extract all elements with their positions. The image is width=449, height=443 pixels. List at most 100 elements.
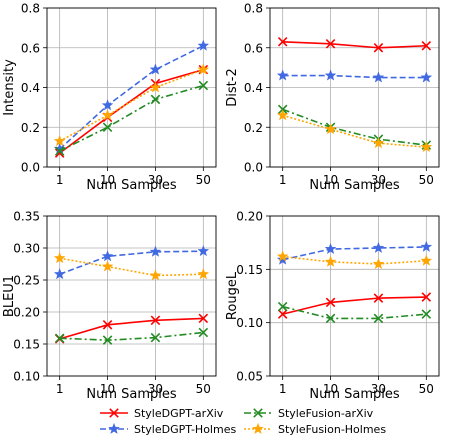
subplot-rougel: 0.05 0.10 0.15 0.20 1 10 30 50 Num Samples RougeL bbox=[225, 210, 440, 402]
legend-label: StyleDGPT-arXiv bbox=[134, 407, 224, 420]
data-point bbox=[149, 269, 162, 281]
x-tick-label: 30 bbox=[371, 382, 386, 396]
data-point bbox=[197, 268, 210, 280]
series-line bbox=[59, 317, 204, 340]
y-tick-label: 0.25 bbox=[13, 274, 40, 288]
data-point bbox=[324, 69, 337, 81]
data-point bbox=[276, 250, 289, 262]
y-tick-label: 0.20 bbox=[236, 210, 263, 224]
y-axis-label: RougeL bbox=[225, 271, 240, 320]
x-tick-label: 10 bbox=[323, 173, 338, 187]
data-point bbox=[54, 333, 65, 344]
x-tick-label: 10 bbox=[323, 382, 338, 396]
data-point bbox=[276, 69, 289, 81]
x-axis-label: Num Samples bbox=[86, 387, 177, 402]
x-axis-label: Num Samples bbox=[309, 387, 400, 402]
data-point bbox=[373, 42, 384, 53]
data-point bbox=[198, 327, 209, 338]
series-arxiv_dgpt bbox=[277, 292, 432, 319]
legend-label: StyleFusion-arXiv bbox=[278, 407, 374, 420]
x-tick-label: 50 bbox=[196, 382, 211, 396]
data-point bbox=[421, 309, 432, 319]
data-point bbox=[373, 313, 384, 324]
legend-label: StyleDGPT-Holmes bbox=[134, 423, 236, 436]
data-point bbox=[372, 257, 385, 269]
y-tick-label: 0.10 bbox=[236, 316, 263, 330]
data-point bbox=[101, 99, 114, 111]
data-point bbox=[372, 241, 385, 253]
subplot-intensity: 0.0 0.2 0.4 0.6 0.8 1 10 30 50 Num Samples Intensi… bbox=[2, 2, 217, 193]
data-point bbox=[421, 292, 432, 302]
data-point bbox=[276, 253, 289, 265]
series-arxiv_fusion bbox=[54, 327, 209, 345]
data-point bbox=[277, 301, 288, 312]
y-tick-label: 0.35 bbox=[13, 210, 40, 224]
y-tick-label: 0.0 bbox=[21, 161, 40, 175]
data-point bbox=[54, 146, 65, 156]
data-point bbox=[149, 81, 162, 93]
series-line bbox=[282, 40, 427, 49]
data-point bbox=[324, 242, 337, 255]
data-point bbox=[101, 109, 114, 121]
legend-label: StyleFusion-Holmes bbox=[278, 423, 386, 436]
y-tick-label: 0.8 bbox=[21, 2, 40, 16]
data-point bbox=[420, 140, 433, 153]
data-point bbox=[149, 63, 162, 75]
series-line bbox=[59, 331, 204, 341]
series-holmes_dgpt bbox=[53, 39, 210, 155]
legend-entry-arxiv_fusion: StyleFusion-arXiv bbox=[244, 407, 374, 420]
legend-marker bbox=[108, 422, 120, 434]
series-holmes_dgpt bbox=[276, 69, 433, 83]
x-tick-label: 1 bbox=[56, 382, 64, 396]
x-tick-label: 30 bbox=[371, 173, 386, 187]
series-line bbox=[282, 296, 427, 315]
data-point bbox=[150, 315, 161, 326]
legend-entry-holmes_fusion: StyleFusion-Holmes bbox=[244, 422, 386, 436]
y-tick-label: 0.2 bbox=[21, 121, 40, 135]
x-tick-label: 30 bbox=[148, 173, 163, 187]
data-point bbox=[420, 254, 433, 266]
data-point bbox=[372, 136, 385, 149]
series-line bbox=[282, 108, 427, 146]
series-line bbox=[282, 305, 427, 320]
data-point bbox=[325, 297, 336, 308]
x-tick-label: 50 bbox=[419, 173, 434, 187]
x-tick-label: 10 bbox=[100, 382, 115, 396]
series-line bbox=[59, 68, 204, 154]
data-point bbox=[372, 71, 385, 83]
data-point bbox=[198, 80, 209, 91]
subplot-dist-2: 0.0 0.2 0.4 0.6 0.8 1 10 30 50 Num Samples Dist-2 bbox=[225, 2, 440, 193]
data-point bbox=[101, 260, 114, 272]
data-point bbox=[53, 252, 66, 264]
y-tick-label: 0.6 bbox=[21, 41, 40, 55]
axes-frame bbox=[46, 215, 217, 377]
y-axis-label: Dist-2 bbox=[225, 68, 240, 106]
y-tick-label: 0.6 bbox=[244, 41, 263, 55]
series-holmes_dgpt bbox=[276, 240, 433, 265]
series-arxiv_fusion bbox=[277, 301, 432, 324]
data-point bbox=[101, 250, 114, 262]
axes-frame bbox=[269, 7, 440, 168]
legend: StyleDGPT-arXiv StyleFusion-arXiv StyleDGP… bbox=[100, 407, 386, 436]
x-axis-label: Num Samples bbox=[309, 178, 400, 193]
data-point bbox=[197, 39, 210, 51]
data-point bbox=[198, 313, 209, 324]
data-point bbox=[324, 255, 337, 267]
data-point bbox=[373, 293, 384, 303]
x-tick-label: 30 bbox=[148, 382, 163, 396]
data-point bbox=[420, 240, 433, 252]
y-tick-label: 0.15 bbox=[236, 263, 263, 277]
series-arxiv_fusion bbox=[54, 80, 209, 156]
y-tick-label: 0.2 bbox=[244, 121, 263, 135]
series-arxiv_dgpt bbox=[54, 313, 209, 344]
series-line bbox=[282, 246, 427, 261]
legend-marker bbox=[109, 408, 119, 418]
series-arxiv_dgpt bbox=[277, 37, 432, 53]
data-point bbox=[276, 109, 289, 121]
data-point bbox=[197, 63, 210, 75]
y-tick-label: 0.20 bbox=[13, 306, 40, 320]
data-point bbox=[421, 40, 432, 51]
y-tick-label: 0.15 bbox=[13, 338, 40, 352]
data-point bbox=[102, 122, 113, 133]
